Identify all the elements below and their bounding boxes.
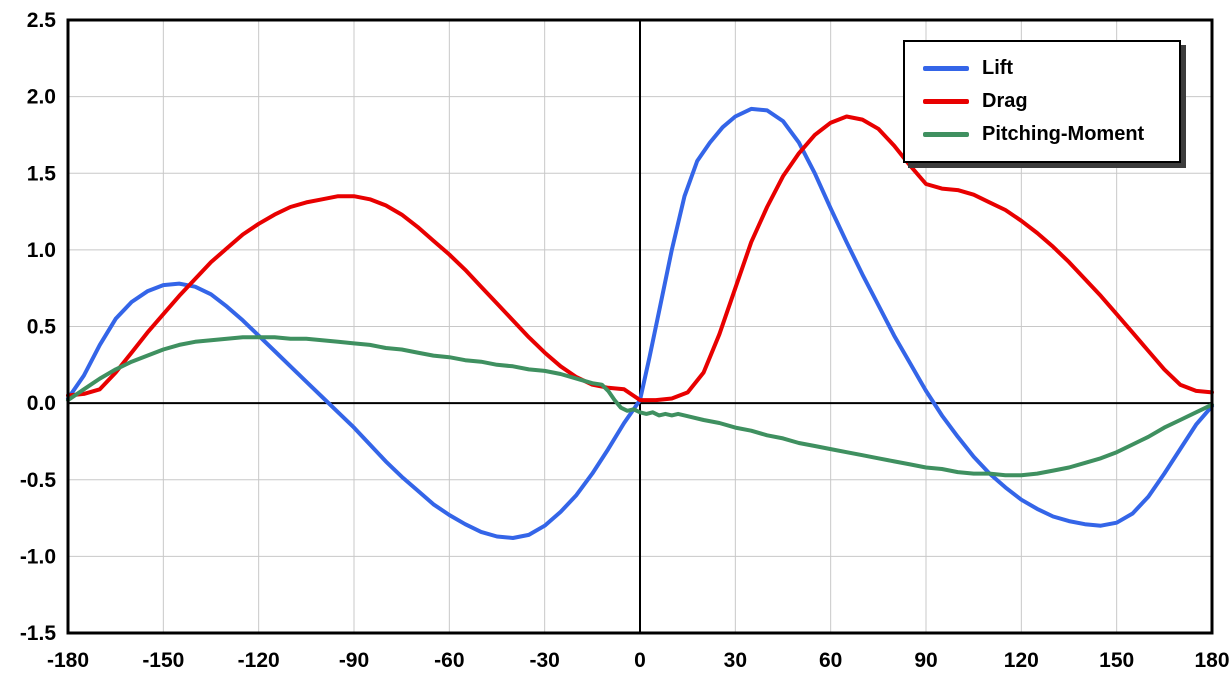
y-tick-label: 1.5 [27,162,57,185]
x-tick-label: 150 [1099,649,1134,672]
y-tick-label: -0.5 [20,469,57,492]
legend-item-lift: Lift [923,52,1161,85]
x-tick-label: 0 [634,649,646,672]
y-axis-tick-labels: -1.5 -1.0 -0.5 0.0 0.5 1.0 1.5 2.0 2.5 [20,9,57,645]
y-tick-label: 2.5 [27,9,57,32]
x-tick-label: -150 [142,649,184,672]
x-tick-label: -180 [47,649,89,672]
y-tick-label: -1.5 [20,622,57,645]
x-tick-label: -30 [529,649,559,672]
x-tick-label: 30 [724,649,747,672]
legend-label: Lift [982,57,1014,79]
series-line-lift [66,106,1214,540]
y-tick-label: 0.0 [27,392,56,415]
series-line-drag [66,114,1214,403]
legend-line-swatch [923,132,969,137]
legend-line-swatch [923,66,969,71]
x-tick-label: 60 [819,649,842,672]
legend-line-swatch [923,99,969,104]
series-line-pitching-moment [66,335,1214,478]
legend-item-pitching-moment: Pitching-Moment [923,118,1161,151]
x-tick-label: -120 [238,649,280,672]
legend-label: Pitching-Moment [982,123,1145,145]
y-tick-label: 1.0 [27,239,56,262]
chart-legend: Lift Drag Pitching-Moment [903,40,1181,163]
y-tick-label: 0.5 [27,316,57,339]
plot-frame [66,18,1214,635]
x-tick-label: 90 [914,649,937,672]
x-tick-label: 180 [1194,649,1229,672]
legend-label: Drag [982,90,1028,112]
legend-item-drag: Drag [923,85,1161,118]
x-axis-tick-labels: -180 -150 -120 -90 -60 -30 0 30 60 90 120 150 180 [47,649,1230,672]
y-tick-label: -1.0 [20,545,56,568]
x-tick-label: -60 [434,649,464,672]
x-tick-label: 120 [1004,649,1039,672]
y-tick-label: 2.0 [27,86,56,109]
x-tick-label: -90 [339,649,369,672]
